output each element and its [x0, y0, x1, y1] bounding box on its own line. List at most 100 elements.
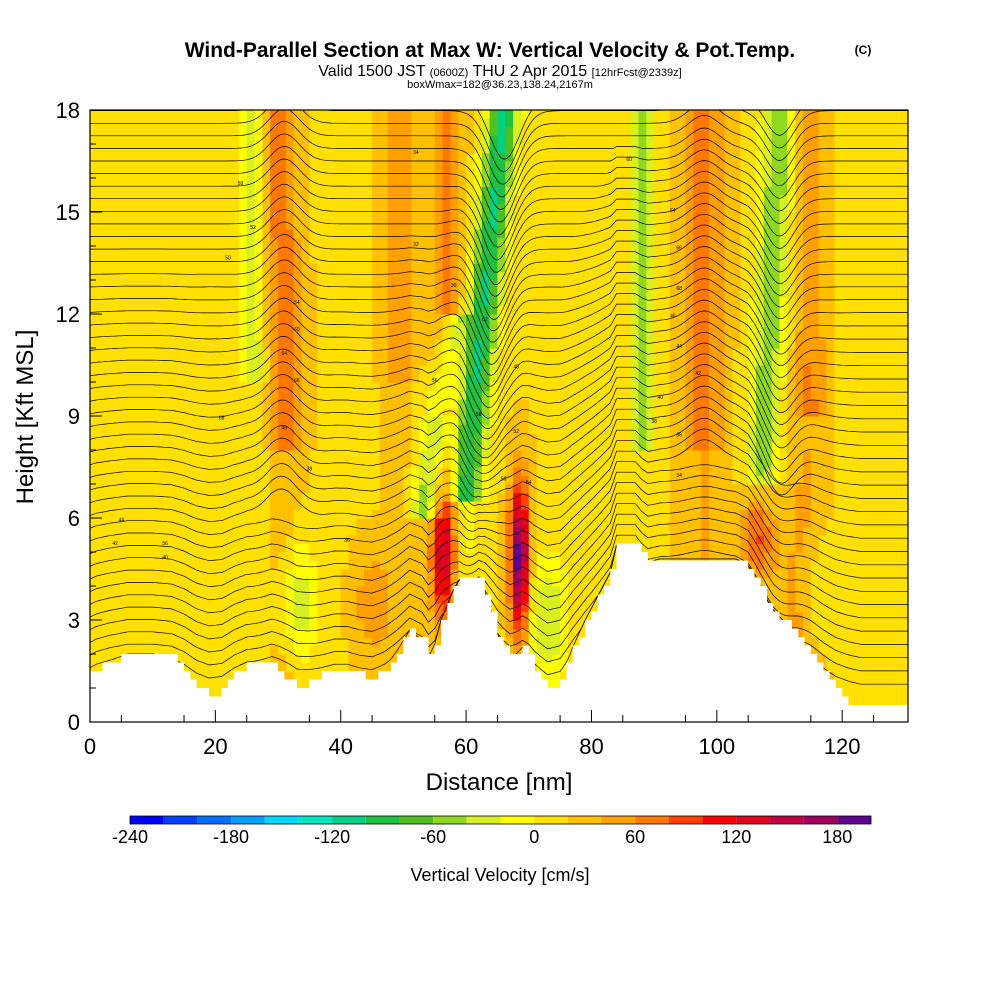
velocity-cell — [536, 220, 546, 230]
velocity-cell — [160, 450, 169, 460]
velocity-cell — [364, 246, 373, 256]
velocity-cell — [191, 339, 201, 349]
velocity-cell — [285, 314, 295, 324]
velocity-cell — [379, 543, 389, 553]
velocity-cell — [325, 433, 334, 443]
velocity-cell — [113, 365, 122, 375]
velocity-cell — [505, 492, 514, 502]
velocity-cell — [419, 288, 428, 298]
velocity-cell — [293, 416, 303, 426]
velocity-cell — [567, 594, 577, 604]
velocity-cell — [560, 424, 569, 434]
velocity-cell — [599, 203, 608, 213]
velocity-cell — [348, 543, 357, 553]
velocity-cell — [387, 416, 397, 426]
velocity-cell — [129, 161, 138, 171]
velocity-cell — [309, 484, 318, 494]
velocity-cell — [614, 348, 624, 358]
velocity-cell — [473, 229, 483, 239]
velocity-cell — [560, 348, 569, 358]
velocity-cell — [497, 382, 506, 392]
velocity-cell — [246, 195, 256, 205]
velocity-cell — [575, 535, 585, 545]
velocity-cell — [458, 373, 467, 383]
velocity-cell — [419, 356, 428, 366]
velocity-cell — [184, 178, 193, 188]
velocity-cell — [379, 475, 389, 485]
velocity-cell — [356, 195, 365, 205]
velocity-cell — [426, 594, 436, 604]
velocity-cell — [184, 127, 193, 137]
velocity-cell — [207, 509, 216, 519]
velocity-cell — [301, 467, 310, 477]
velocity-cell — [575, 569, 585, 579]
velocity-cell — [238, 331, 248, 341]
velocity-cell — [497, 628, 506, 638]
velocity-cell — [411, 220, 420, 230]
velocity-cell — [356, 654, 365, 664]
velocity-cell — [395, 458, 405, 468]
velocity-cell — [552, 110, 561, 120]
velocity-cell — [575, 254, 585, 264]
velocity-cell — [348, 161, 357, 171]
velocity-cell — [144, 407, 154, 417]
velocity-cell — [105, 305, 115, 315]
velocity-cell — [121, 611, 130, 621]
velocity-cell — [184, 229, 193, 239]
velocity-cell — [325, 373, 334, 383]
velocity-cell — [513, 620, 522, 630]
velocity-cell — [442, 237, 452, 247]
velocity-cell — [317, 297, 326, 307]
velocity-cell — [434, 518, 444, 528]
velocity-cell — [411, 195, 420, 205]
velocity-cell — [199, 535, 209, 545]
velocity-cell — [301, 220, 310, 230]
velocity-cell — [90, 475, 99, 485]
velocity-cell — [199, 637, 209, 647]
velocity-cell — [442, 603, 452, 613]
velocity-cell — [231, 628, 240, 638]
velocity-cell — [262, 577, 271, 587]
velocity-cell — [434, 161, 444, 171]
velocity-cell — [262, 161, 271, 171]
velocity-cell — [332, 569, 342, 579]
velocity-cell — [113, 254, 122, 264]
velocity-cell — [599, 450, 608, 460]
velocity-cell — [528, 603, 538, 613]
velocity-cell — [129, 110, 138, 120]
velocity-cell — [301, 382, 310, 392]
velocity-cell — [152, 594, 162, 604]
velocity-cell — [129, 569, 138, 579]
velocity-cell — [97, 373, 107, 383]
velocity-cell — [215, 645, 224, 655]
velocity-cell — [473, 339, 483, 349]
velocity-cell — [215, 390, 224, 400]
velocity-cell — [262, 195, 271, 205]
velocity-cell — [246, 509, 256, 519]
velocity-cell — [442, 569, 452, 579]
velocity-cell — [379, 535, 389, 545]
velocity-cell — [466, 365, 475, 375]
velocity-cell — [575, 229, 585, 239]
velocity-cell — [160, 135, 169, 145]
velocity-cell — [348, 407, 357, 417]
velocity-cell — [450, 220, 459, 230]
velocity-cell — [489, 424, 499, 434]
velocity-cell — [129, 305, 138, 315]
velocity-cell — [544, 331, 553, 341]
velocity-cell — [191, 212, 201, 222]
velocity-cell — [325, 254, 334, 264]
velocity-cell — [191, 560, 201, 570]
velocity-cell — [285, 254, 295, 264]
velocity-cell — [293, 433, 303, 443]
velocity-cell — [246, 637, 256, 647]
velocity-cell — [152, 518, 162, 528]
velocity-cell — [301, 569, 310, 579]
velocity-cell — [231, 169, 240, 179]
velocity-cell — [442, 390, 452, 400]
velocity-cell — [567, 458, 577, 468]
velocity-cell — [325, 492, 334, 502]
velocity-cell — [426, 475, 436, 485]
velocity-cell — [152, 535, 162, 545]
velocity-cell — [332, 288, 342, 298]
